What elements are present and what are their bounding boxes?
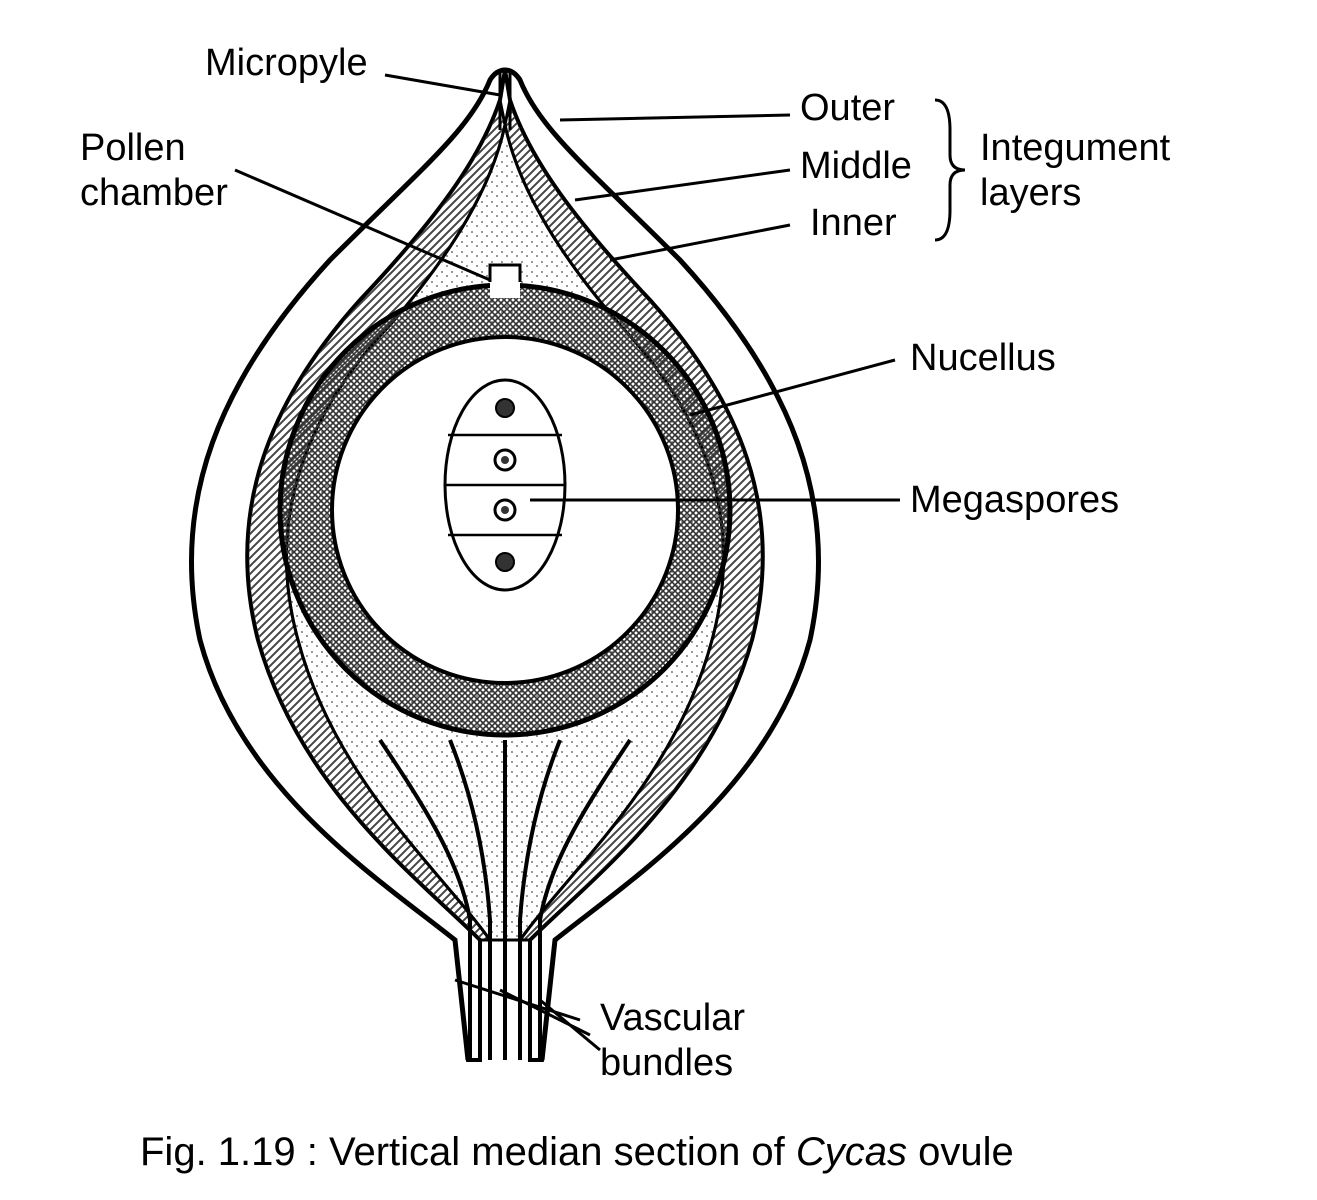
label-middle: Middle: [800, 145, 912, 187]
label-megaspores: Megaspores: [910, 479, 1119, 521]
label-vascular-2: bundles: [600, 1042, 733, 1084]
diagram-svg: Micropyle Pollen chamber Outer Middle In…: [0, 0, 1317, 1200]
pollen-chamber: [490, 265, 520, 282]
label-micropyle: Micropyle: [205, 42, 368, 84]
caption-suffix: ovule: [907, 1130, 1014, 1174]
label-nucellus: Nucellus: [910, 337, 1056, 379]
ovule-body: [191, 70, 818, 1060]
label-pollen-chamber-1: Pollen: [80, 127, 186, 169]
label-vascular-1: Vascular: [600, 997, 745, 1039]
figure-caption: Fig. 1.19 : Vertical median section of C…: [140, 1130, 1014, 1174]
label-integument-1: Integument: [980, 127, 1171, 169]
label-inner: Inner: [810, 202, 897, 244]
caption-prefix: Fig. 1.19 : Vertical median section of: [140, 1130, 796, 1174]
caption-italic: Cycas: [796, 1130, 907, 1174]
label-pollen-chamber-2: chamber: [80, 172, 228, 214]
megaspore-tetrad: [445, 380, 565, 590]
label-outer: Outer: [800, 87, 895, 129]
label-integument-2: layers: [980, 172, 1081, 214]
integument-brace: [935, 100, 965, 240]
